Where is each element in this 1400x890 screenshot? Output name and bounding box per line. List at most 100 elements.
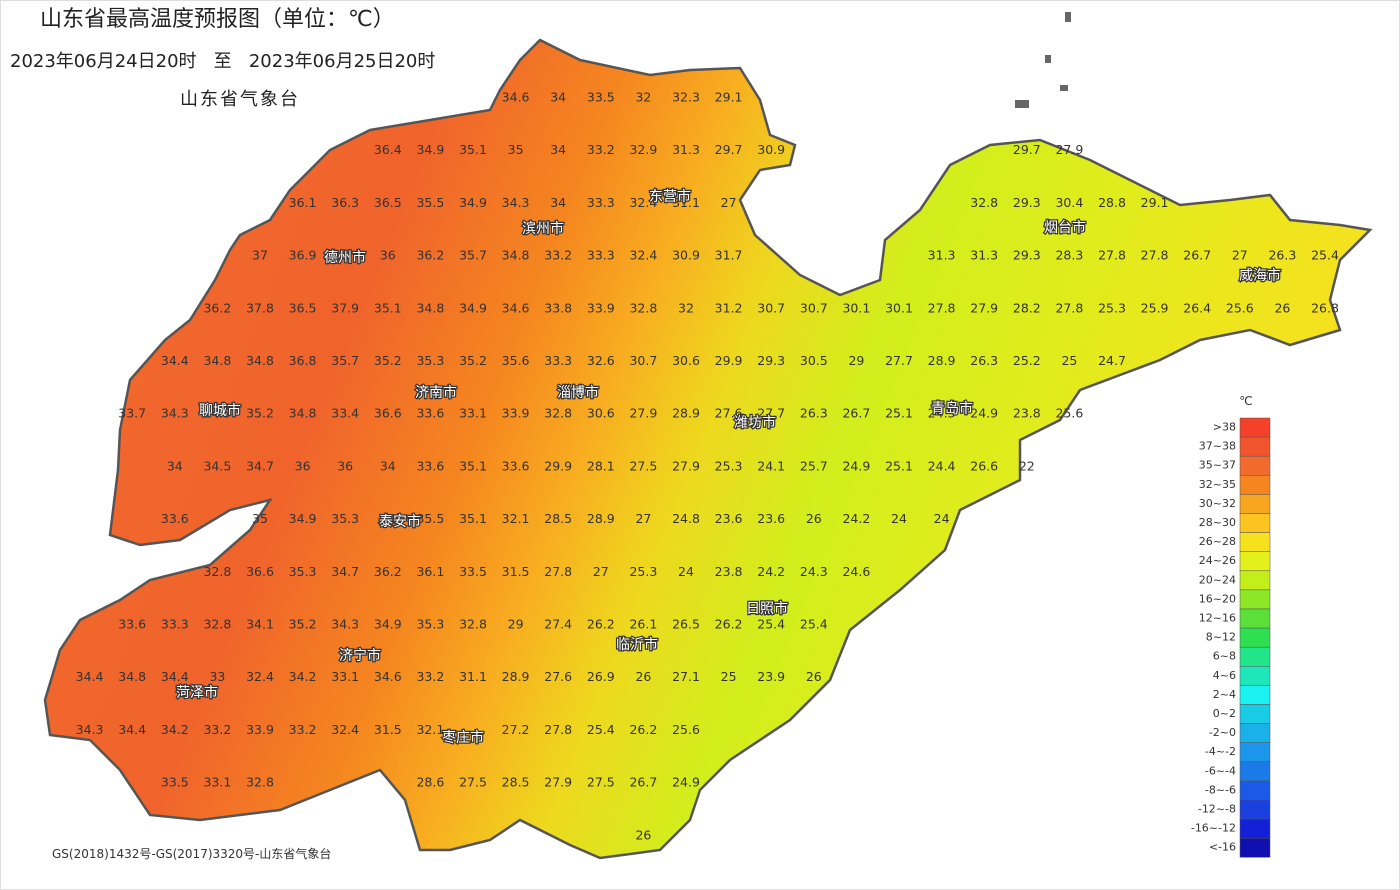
grid-value: 33.6 bbox=[416, 458, 444, 473]
grid-value: 35.2 bbox=[374, 353, 402, 368]
grid-value: 29.9 bbox=[544, 458, 572, 473]
grid-value: 26.2 bbox=[629, 722, 657, 737]
legend-label: -2~0 bbox=[1209, 726, 1236, 739]
legend-swatch bbox=[1239, 761, 1271, 782]
legend-swatch bbox=[1239, 551, 1271, 572]
grid-value: 27.9 bbox=[544, 775, 572, 790]
grid-value: 26.7 bbox=[1183, 248, 1211, 263]
grid-value: 27.6 bbox=[544, 669, 572, 684]
city-label: 枣庄市 bbox=[442, 729, 484, 746]
grid-value: 32.6 bbox=[587, 353, 615, 368]
legend-swatch bbox=[1239, 475, 1271, 495]
grid-value: 30.7 bbox=[629, 353, 657, 368]
grid-value: 25.6 bbox=[1055, 406, 1083, 421]
city-label: 青岛市 bbox=[931, 400, 973, 417]
grid-value: 31.1 bbox=[672, 195, 700, 210]
grid-value: 31.3 bbox=[928, 248, 956, 263]
city-labels: 德州市 滨州市 东营市 烟台市 威海市 聊城市 济南市 淄博市 潍坊市 青岛市 … bbox=[175, 187, 1283, 748]
grid-value: 25.6 bbox=[672, 722, 700, 737]
grid-value: 32.8 bbox=[970, 195, 998, 210]
grid-value: 37.9 bbox=[331, 300, 359, 315]
footer: GS(2018)1432号-GS(2017)3320号-山东省气象台 bbox=[52, 846, 331, 861]
grid-value: 30.9 bbox=[672, 248, 700, 263]
grid-value: 28.3 bbox=[1055, 248, 1083, 263]
grid-value: 35.3 bbox=[416, 353, 444, 368]
grid-value: 26.8 bbox=[1311, 300, 1339, 315]
grid-value: 29.1 bbox=[715, 90, 743, 105]
grid-value: 34.6 bbox=[502, 300, 530, 315]
grid-value: 32.4 bbox=[331, 722, 359, 737]
grid-value: 33.9 bbox=[502, 406, 530, 421]
grid-value: 28.5 bbox=[502, 775, 530, 790]
grid-value: 32.8 bbox=[629, 300, 657, 315]
grid-value: 35.7 bbox=[459, 248, 487, 263]
legend-unit: ℃ bbox=[1239, 394, 1252, 408]
legend-swatch bbox=[1239, 780, 1271, 801]
legend-label: -12~-8 bbox=[1198, 803, 1236, 816]
grid-value: 35.3 bbox=[289, 564, 317, 579]
grid-value: 34.9 bbox=[203, 406, 231, 421]
city-label: 德州市 bbox=[324, 249, 366, 266]
grid-value: 29 bbox=[508, 617, 524, 632]
island bbox=[1065, 12, 1071, 22]
grid-value: 27.7 bbox=[757, 406, 785, 421]
grid-value: 32.9 bbox=[629, 142, 657, 157]
grid-value: 28.9 bbox=[928, 353, 956, 368]
grid-value: 26.2 bbox=[715, 617, 743, 632]
grid-value: 24.3 bbox=[928, 406, 956, 421]
grid-value: 24.6 bbox=[842, 564, 870, 579]
grid-value: 29.3 bbox=[1013, 195, 1041, 210]
grid-value: 33.6 bbox=[416, 406, 444, 421]
grid-value: 29.1 bbox=[1141, 195, 1169, 210]
grid-value: 34.8 bbox=[289, 406, 317, 421]
legend-swatch bbox=[1239, 589, 1271, 610]
grid-value: 32.4 bbox=[629, 195, 657, 210]
grid-value: 33.6 bbox=[161, 511, 189, 526]
grid-value: 35.1 bbox=[459, 511, 487, 526]
grid-value: 26 bbox=[1274, 300, 1290, 315]
grid-value: 36.5 bbox=[289, 300, 317, 315]
grid-value: 32.8 bbox=[203, 617, 231, 632]
grid-value: 36.9 bbox=[289, 248, 317, 263]
grid-value: 31.1 bbox=[459, 669, 487, 684]
grid-value: 34.2 bbox=[289, 669, 317, 684]
grid-value: 31.5 bbox=[502, 564, 530, 579]
grid-value: 32.4 bbox=[246, 669, 274, 684]
legend-swatch bbox=[1239, 627, 1271, 648]
legend-swatch bbox=[1239, 570, 1271, 591]
legend: >38 37~38 35~37 32~35 30~32 28~30 26~28 24~26 20… bbox=[1191, 417, 1271, 858]
grid-value: 26 bbox=[806, 511, 822, 526]
legend-swatch bbox=[1239, 818, 1271, 839]
legend-label: -6~-4 bbox=[1205, 764, 1236, 777]
grid-value: 33.1 bbox=[203, 775, 231, 790]
grid-value: 34 bbox=[380, 458, 396, 473]
grid-value: 30.7 bbox=[757, 300, 785, 315]
legend-swatch bbox=[1239, 799, 1271, 820]
grid-value: 29.9 bbox=[715, 353, 743, 368]
agency: 山东省气象台 bbox=[180, 89, 300, 110]
grid-value: 30.7 bbox=[800, 300, 828, 315]
grid-value: 33.3 bbox=[544, 353, 572, 368]
grid-value: 26.3 bbox=[1268, 248, 1296, 263]
grid-value: 27 bbox=[721, 195, 737, 210]
grid-value: 27 bbox=[635, 511, 651, 526]
legend-label: 24~26 bbox=[1199, 554, 1236, 567]
grid-value: 24.7 bbox=[1098, 353, 1126, 368]
grid-value: 34.8 bbox=[118, 669, 146, 684]
grid-value: 25.1 bbox=[885, 458, 913, 473]
grid-value: 27.8 bbox=[1055, 300, 1083, 315]
grid-value: 34.3 bbox=[502, 195, 530, 210]
grid-value: 34.3 bbox=[76, 722, 104, 737]
grid-value: 34.4 bbox=[118, 722, 146, 737]
grid-value: 25.3 bbox=[629, 564, 657, 579]
grid-value: 37.8 bbox=[246, 300, 274, 315]
grid-value: 34.5 bbox=[203, 458, 231, 473]
grid-value: 36.6 bbox=[246, 564, 274, 579]
legend-label: >38 bbox=[1213, 421, 1236, 434]
grid-value: 33.3 bbox=[587, 248, 615, 263]
grid-value: 24.9 bbox=[672, 775, 700, 790]
grid-value: 34.8 bbox=[203, 353, 231, 368]
city-label: 日照市 bbox=[746, 600, 788, 617]
grid-value: 27.8 bbox=[544, 722, 572, 737]
